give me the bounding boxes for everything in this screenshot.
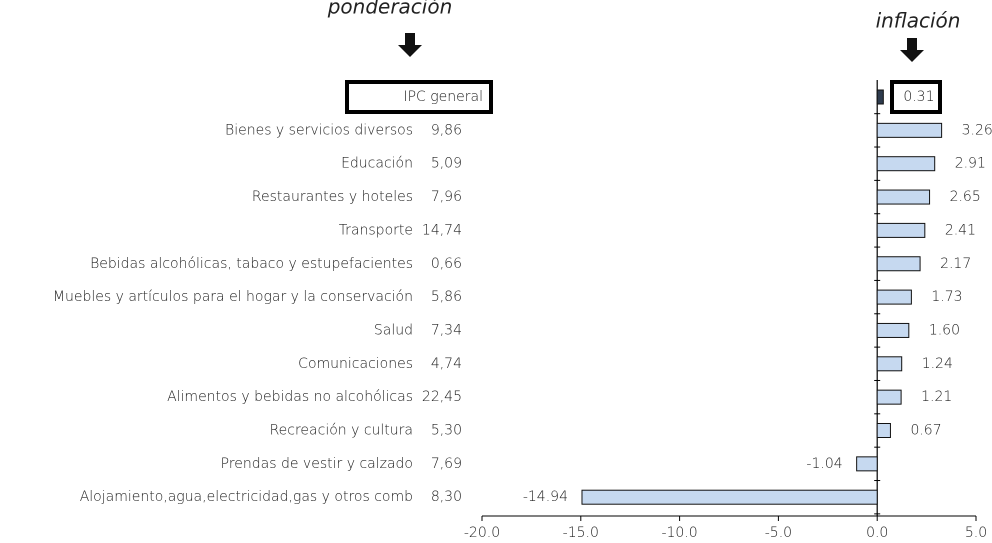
value-label: 1.21: [921, 389, 952, 405]
category-label: Salud: [374, 322, 413, 338]
category-label: Comunicaciones: [298, 356, 413, 372]
value-label: -14.94: [523, 489, 568, 505]
category-label: Alimentos y bebidas no alcohólicas: [167, 389, 413, 405]
weight-label: 7,34: [431, 322, 462, 338]
weight-label: 22,45: [422, 389, 462, 405]
weight-label: 7,96: [431, 189, 462, 205]
x-tick-label: 0.0: [866, 525, 888, 541]
value-label: 3.26: [962, 122, 992, 138]
category-label: Bienes y servicios diversos: [225, 122, 413, 138]
bar: [876, 256, 921, 272]
highlight-box: [890, 80, 942, 114]
value-label: 2.17: [940, 256, 971, 272]
bar: [876, 156, 936, 172]
arrow: [398, 33, 422, 57]
weight-label: 5,86: [431, 289, 462, 305]
x-tick-label: -10.0: [661, 525, 697, 541]
highlight-box: [345, 80, 493, 114]
bar: [876, 189, 931, 205]
x-tick-label: -20.0: [464, 525, 500, 541]
value-label: 2.41: [945, 222, 976, 238]
weight-label: 0,66: [431, 256, 462, 272]
weight-label: 5,09: [431, 156, 462, 172]
category-label: Prendas de vestir y calzado: [221, 456, 413, 472]
category-label: Recreación y cultura: [270, 423, 413, 439]
bar: [876, 356, 903, 372]
annotation: inflación: [876, 9, 961, 33]
category-label: Alojamiento,agua,electricidad,gas y otro…: [80, 489, 413, 505]
x-tick-label: 5.0: [965, 525, 987, 541]
weight-label: 5,30: [431, 423, 462, 439]
weight-label: 8,30: [431, 489, 462, 505]
bar: [876, 389, 902, 405]
value-label: -1.04: [806, 456, 842, 472]
bar: [876, 322, 910, 338]
value-label: 2.91: [955, 156, 986, 172]
category-label: Muebles y artículos para el hogar y la c…: [53, 289, 413, 305]
bar: [856, 456, 878, 472]
arrow: [900, 38, 924, 62]
value-label: 1.60: [929, 322, 960, 338]
x-tick-label: -5.0: [765, 525, 792, 541]
bar: [876, 89, 884, 105]
weight-label: 14,74: [422, 222, 462, 238]
weight-label: 9,86: [431, 122, 462, 138]
bar: [581, 489, 878, 505]
bar: [876, 423, 891, 438]
category-label: IPC general: [403, 89, 483, 105]
value-label: 0.31: [903, 89, 934, 105]
category-label: Bebidas alcohólicas, tabaco y estupefaci…: [90, 256, 413, 272]
bar: [876, 222, 926, 238]
category-label: Transporte: [339, 222, 413, 238]
value-label: 0.67: [910, 423, 941, 439]
bar: [876, 289, 912, 305]
category-label: Restaurantes y hoteles: [252, 189, 413, 205]
annotation: ponderación: [327, 0, 453, 19]
value-label: 1.24: [922, 356, 953, 372]
x-tick-label: -15.0: [563, 525, 599, 541]
weight-label: 4,74: [431, 356, 462, 372]
value-label: 1.73: [931, 289, 962, 305]
weight-label: 7,69: [431, 456, 462, 472]
bar: [876, 122, 943, 138]
value-label: 2.65: [950, 189, 981, 205]
category-label: Educación: [341, 156, 413, 172]
